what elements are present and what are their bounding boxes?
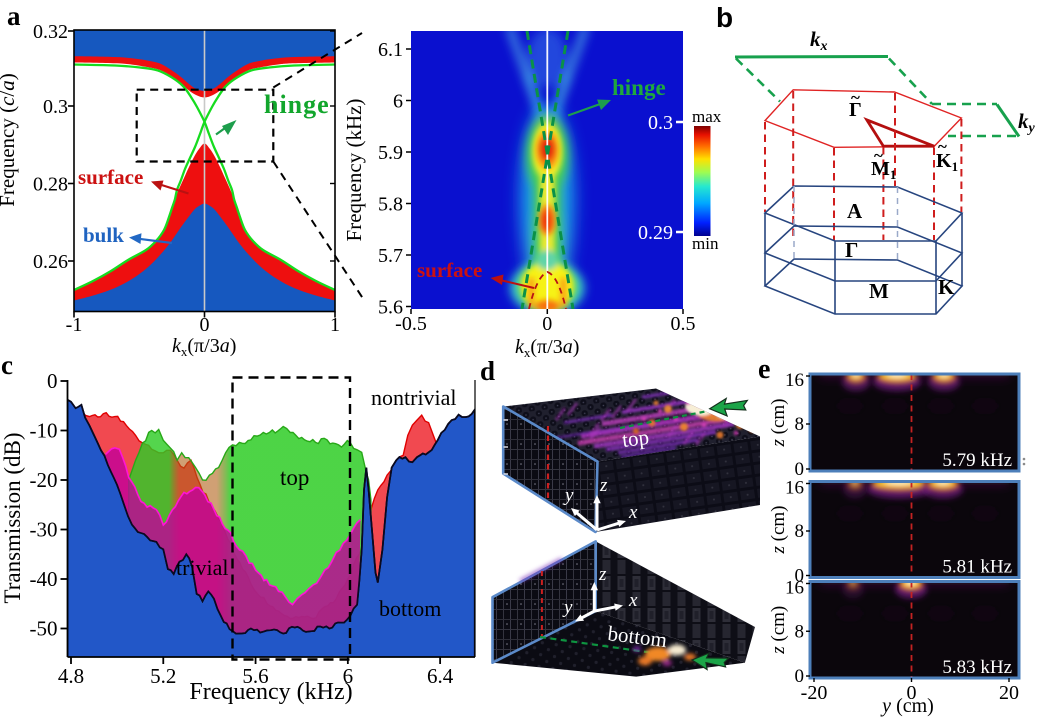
svg-text:-30: -30 — [30, 518, 58, 542]
svg-text:surface: surface — [417, 258, 482, 282]
svg-text:0.26: 0.26 — [33, 251, 68, 273]
svg-text:kx(π/3a): kx(π/3a) — [172, 335, 236, 359]
svg-text:y: y — [562, 597, 573, 618]
svg-text:Transmission (dB): Transmission (dB) — [0, 432, 25, 603]
svg-text:x: x — [628, 590, 638, 611]
svg-text:16: 16 — [785, 370, 804, 391]
svg-text:~: ~ — [851, 88, 860, 107]
svg-text:Γ: Γ — [849, 99, 862, 121]
svg-text:0: 0 — [200, 314, 210, 336]
svg-text:4.8: 4.8 — [58, 664, 84, 688]
svg-text:z (cm): z (cm) — [768, 505, 789, 554]
svg-text:trivial: trivial — [176, 555, 229, 580]
svg-text:16: 16 — [785, 578, 804, 599]
svg-text:5.9: 5.9 — [378, 142, 403, 164]
svg-text:-20: -20 — [30, 468, 58, 492]
svg-text:-50: -50 — [30, 617, 58, 641]
svg-text:5.8: 5.8 — [378, 194, 403, 216]
svg-text:top: top — [280, 465, 309, 490]
svg-text:0.29: 0.29 — [638, 222, 673, 244]
svg-text:z: z — [599, 475, 608, 496]
svg-text:-40: -40 — [30, 567, 58, 591]
svg-text:-0.5: -0.5 — [395, 313, 427, 335]
svg-text:0: 0 — [795, 666, 805, 687]
svg-text:bottom: bottom — [379, 596, 441, 621]
svg-text:~: ~ — [938, 137, 947, 156]
svg-text:Frequency (kHz): Frequency (kHz) — [189, 679, 352, 705]
svg-text:z: z — [598, 564, 607, 585]
svg-text:6.4: 6.4 — [427, 664, 454, 688]
svg-text:20: 20 — [999, 682, 1019, 704]
svg-text:x: x — [628, 502, 638, 523]
svg-text:c: c — [1, 350, 13, 380]
svg-text:z (cm): z (cm) — [768, 398, 789, 447]
svg-text:0.3: 0.3 — [43, 96, 68, 118]
svg-text:8: 8 — [795, 521, 805, 542]
svg-text:5.6: 5.6 — [242, 664, 268, 688]
svg-text:ky: ky — [1018, 109, 1036, 136]
svg-text:min: min — [692, 234, 719, 253]
svg-text:y (cm): y (cm) — [880, 695, 934, 717]
svg-text:surface: surface — [78, 165, 143, 189]
svg-text:8: 8 — [795, 414, 805, 435]
svg-text:8: 8 — [795, 621, 805, 642]
svg-text:0.3: 0.3 — [648, 112, 673, 134]
svg-text:5.7: 5.7 — [378, 245, 403, 267]
svg-text:5.83 kHz: 5.83 kHz — [942, 657, 1012, 678]
svg-text:M: M — [869, 279, 889, 303]
svg-text:top: top — [621, 425, 651, 452]
svg-text:z (cm): z (cm) — [768, 606, 789, 655]
svg-text:5.2: 5.2 — [150, 664, 176, 688]
svg-text:Frequency (kHz): Frequency (kHz) — [342, 99, 366, 242]
svg-text:-1: -1 — [66, 314, 83, 336]
svg-text:bulk: bulk — [83, 223, 124, 247]
svg-text:a: a — [7, 1, 21, 31]
svg-text:nontrivial: nontrivial — [371, 385, 457, 410]
svg-text:0: 0 — [542, 313, 552, 335]
svg-text:1: 1 — [330, 314, 340, 336]
svg-text:d: d — [480, 356, 495, 386]
svg-text:0: 0 — [795, 459, 805, 480]
svg-text:Frequency (c/a): Frequency (c/a) — [0, 73, 19, 207]
svg-text:6: 6 — [393, 91, 403, 113]
svg-text:6.1: 6.1 — [378, 39, 403, 61]
svg-text:0.32: 0.32 — [33, 21, 68, 43]
svg-text:e: e — [758, 354, 770, 385]
svg-text:hinge: hinge — [264, 90, 330, 119]
svg-text:6: 6 — [343, 664, 354, 688]
svg-text:kx(π/3a): kx(π/3a) — [515, 336, 579, 360]
svg-text:K: K — [938, 275, 955, 299]
svg-text:0.5: 0.5 — [671, 313, 696, 335]
svg-text:hinge: hinge — [612, 75, 666, 100]
svg-text:0.28: 0.28 — [33, 174, 68, 196]
svg-text:b: b — [716, 2, 733, 33]
svg-text:16: 16 — [785, 478, 804, 499]
svg-text:0: 0 — [47, 369, 58, 393]
svg-text:-10: -10 — [30, 419, 58, 443]
svg-text:~: ~ — [874, 146, 883, 165]
svg-text:Γ: Γ — [845, 238, 858, 262]
svg-text:0: 0 — [795, 566, 805, 587]
svg-text:max: max — [692, 107, 722, 126]
svg-text:-20: -20 — [801, 682, 828, 704]
svg-text:5.6: 5.6 — [378, 297, 403, 319]
svg-text:A: A — [847, 199, 863, 223]
svg-text:y: y — [563, 485, 574, 506]
svg-text:0: 0 — [907, 682, 917, 704]
svg-text:kx: kx — [810, 27, 828, 54]
svg-text:5.79 kHz: 5.79 kHz — [942, 450, 1012, 471]
svg-text:5.81 kHz: 5.81 kHz — [942, 557, 1012, 578]
